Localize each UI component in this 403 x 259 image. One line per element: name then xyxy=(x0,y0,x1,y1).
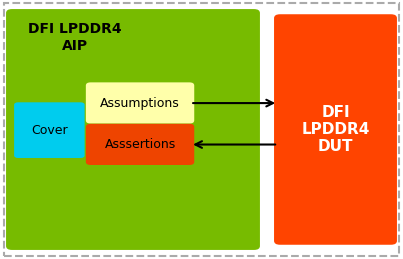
FancyBboxPatch shape xyxy=(14,102,85,158)
FancyBboxPatch shape xyxy=(86,82,194,124)
FancyBboxPatch shape xyxy=(6,9,260,250)
FancyBboxPatch shape xyxy=(274,14,397,245)
Text: Assumptions: Assumptions xyxy=(100,97,180,110)
Text: DFI LPDDR4
AIP: DFI LPDDR4 AIP xyxy=(28,23,121,53)
FancyBboxPatch shape xyxy=(86,124,194,165)
Text: Cover: Cover xyxy=(31,124,68,137)
Text: DFI
LPDDR4
DUT: DFI LPDDR4 DUT xyxy=(301,105,370,154)
Text: Asssertions: Asssertions xyxy=(105,138,176,151)
